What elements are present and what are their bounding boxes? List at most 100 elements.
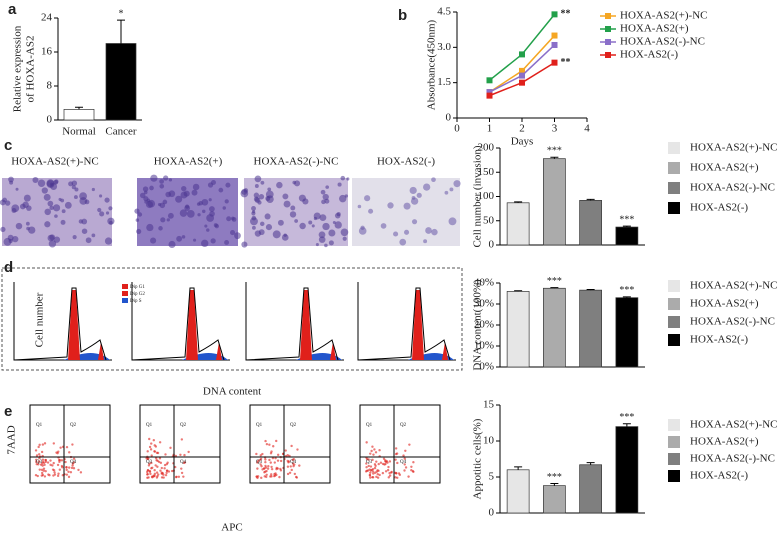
event [369,469,373,472]
quadrant-label: Q2 [400,423,407,428]
event [293,463,296,466]
event [278,475,281,479]
cell [61,209,66,214]
legend-swatch [668,298,680,310]
cell [308,220,313,225]
event [378,449,381,452]
histogram-axis [131,282,230,361]
quadrant-label: Q4 [290,460,297,465]
legend-swatch [668,202,680,214]
cell [210,180,216,186]
legend-marker [605,13,611,19]
bar [105,43,137,121]
legend-swatch [668,316,680,328]
bar [615,226,639,246]
event [266,467,270,470]
event [408,443,411,446]
cell [449,187,454,192]
cell [99,194,103,198]
y-tick-label: 0 [47,114,53,126]
cell [53,236,61,243]
cell [251,205,256,211]
y-tick-label: 100 [478,190,495,202]
event [268,458,271,462]
event [187,450,190,454]
quadrant-label: Q3 [256,460,263,465]
cell [425,227,432,234]
event [177,475,181,478]
cell [210,238,216,244]
cell [252,225,256,230]
event [384,462,387,466]
cell [321,199,326,205]
error-bar [622,423,631,427]
event [155,471,159,474]
cell [192,183,200,191]
cell [81,228,88,234]
event [367,464,370,468]
event [40,468,44,472]
cell [22,201,29,208]
cell [71,185,76,190]
cell [254,184,259,188]
event [270,465,273,469]
cell [186,210,195,218]
cell [340,175,346,181]
event [167,470,171,473]
cell [159,183,165,189]
event [160,466,164,470]
cell [48,240,57,248]
y-axis-label: of HOXA-AS2 [25,36,37,103]
quadrant-label: Q2 [290,423,297,428]
event [288,471,292,475]
inset-legend-label: Dip G1 [130,285,145,290]
quadrant-label: Q4 [400,460,407,465]
panel-label: e [4,403,12,420]
histogram-axis [245,282,344,361]
cell [254,230,262,237]
cell [109,220,113,225]
series-marker [519,79,525,86]
series-marker [551,32,558,39]
cell [318,231,326,239]
error-bar [550,156,559,159]
y-axis-label: Relative expression [12,25,24,112]
cell [41,187,48,194]
event [276,459,280,462]
y-tick-label: 0% [479,361,494,373]
significance-label: ** [561,57,571,68]
y-tick-label: 15 [483,399,495,411]
event [160,476,164,479]
cell [85,237,92,244]
cell [0,226,6,233]
cell [254,175,262,183]
series-marker [519,51,525,58]
cell [99,211,105,217]
event [49,459,52,462]
event [394,471,397,474]
event [265,442,269,446]
event [44,458,47,462]
quadrant-label: Q3 [36,460,43,465]
error-bar [550,287,559,289]
quadrant-label: Q3 [366,460,373,465]
cell [213,223,218,228]
cell [58,197,62,201]
cell [289,211,297,218]
error-bar [586,198,595,201]
event [268,443,271,446]
cell [294,219,298,223]
cell [197,213,201,217]
cell [181,235,186,239]
cell [340,228,349,237]
inset-legend-label: Dip G2 [130,292,145,297]
cell [257,200,262,205]
histogram-outline [245,287,339,361]
event [375,475,378,479]
legend-label: HOXA-AS2(+) [690,436,759,448]
cell [158,226,163,231]
bar [579,289,602,368]
histogram-outline [13,287,107,361]
event [160,471,163,474]
